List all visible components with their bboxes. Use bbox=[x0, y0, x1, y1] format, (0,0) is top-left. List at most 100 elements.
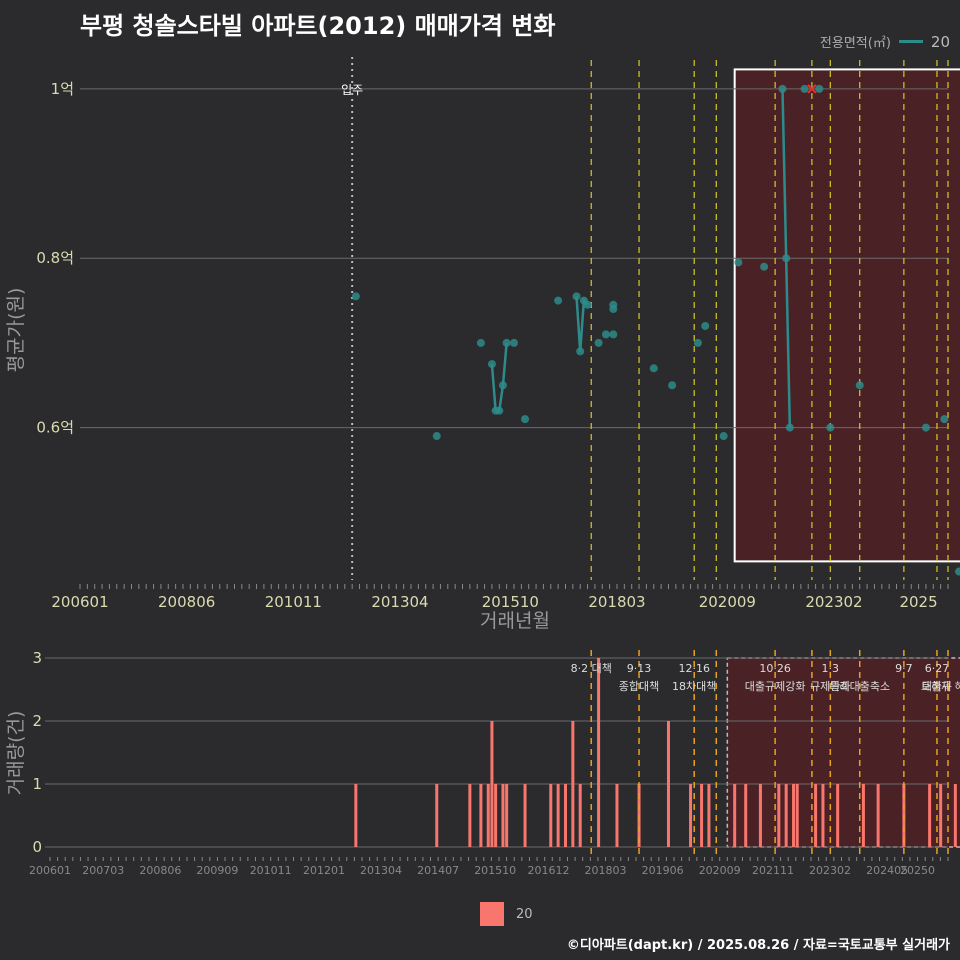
data-point bbox=[510, 338, 518, 347]
data-point bbox=[476, 338, 485, 347]
policy-label-name: 18차대책 bbox=[672, 680, 716, 693]
data-point bbox=[594, 338, 603, 347]
volume-bar bbox=[615, 784, 619, 847]
data-point bbox=[719, 432, 728, 441]
data-point bbox=[498, 381, 507, 390]
volume-bar bbox=[784, 784, 788, 847]
x-axis-title: 거래년월 bbox=[480, 610, 550, 632]
data-point bbox=[693, 338, 702, 347]
volume-bar bbox=[571, 721, 575, 847]
volume-bar bbox=[689, 784, 693, 847]
volume-bar bbox=[758, 784, 762, 847]
data-point bbox=[826, 423, 835, 432]
policy-label-name: 대출규제강화 bbox=[745, 680, 806, 693]
legend-bottom: 20 bbox=[480, 902, 533, 926]
volume-bar bbox=[795, 784, 799, 847]
volume-bar bbox=[494, 784, 498, 847]
y-tick-label: 0.6억 bbox=[36, 419, 74, 437]
data-point bbox=[782, 254, 791, 263]
y-axis-title: 평균가(원) bbox=[5, 288, 27, 373]
data-point bbox=[576, 347, 585, 356]
y-tick-label-bottom: 0 bbox=[32, 838, 42, 856]
data-point bbox=[487, 360, 496, 369]
legend-bar-swatch bbox=[480, 902, 504, 926]
x-tick-label-bottom: 202302 bbox=[809, 864, 851, 877]
volume-bar bbox=[939, 784, 943, 847]
x-tick-label-bottom: 201201 bbox=[303, 864, 345, 877]
series-line bbox=[490, 342, 508, 412]
data-point bbox=[495, 406, 504, 415]
data-point bbox=[815, 84, 824, 93]
data-point bbox=[785, 423, 794, 432]
footer-credit: ©디아파트(dapt.kr) / 2025.08.26 / 자료=국토교통부 실… bbox=[566, 938, 950, 953]
policy-label-date: 9·7 bbox=[895, 662, 913, 675]
volume-bar bbox=[468, 784, 472, 847]
legend-top-title: 전용면적(㎡) bbox=[819, 36, 891, 51]
volume-bar bbox=[700, 784, 704, 847]
data-point bbox=[351, 292, 360, 301]
data-point bbox=[800, 84, 809, 93]
policy-label-date: 12·16 bbox=[678, 662, 710, 675]
legend-bottom-series: 20 bbox=[516, 906, 533, 922]
x-tick-label-bottom: 201407 bbox=[417, 864, 459, 877]
data-point bbox=[734, 258, 743, 267]
volume-bar bbox=[744, 784, 748, 847]
y-tick-label-bottom: 1 bbox=[32, 775, 42, 793]
data-point bbox=[502, 338, 511, 347]
y-tick-label: 1억 bbox=[51, 80, 74, 98]
volume-bar bbox=[597, 658, 601, 847]
data-point bbox=[701, 321, 710, 330]
volume-bar bbox=[523, 784, 527, 847]
policy-label-name: 대출규 bbox=[922, 680, 952, 693]
volume-bar bbox=[821, 784, 825, 847]
policy-label-date: 9·13 bbox=[627, 662, 652, 675]
x-tick-label-bottom: 200601 bbox=[29, 864, 71, 877]
data-point bbox=[760, 262, 769, 271]
policy-label-date: 10·26 bbox=[759, 662, 791, 675]
x-tick-label-bottom: 201510 bbox=[474, 864, 516, 877]
y-tick-label-bottom: 2 bbox=[32, 712, 42, 730]
volume-bar bbox=[792, 784, 796, 847]
volume-bar bbox=[501, 784, 505, 847]
data-point bbox=[778, 84, 787, 93]
x-tick-label-bottom: 202405 bbox=[866, 864, 908, 877]
x-tick-label: 201510 bbox=[482, 593, 539, 611]
x-tick-label-bottom: 201011 bbox=[250, 864, 292, 877]
volume-bar bbox=[354, 784, 358, 847]
data-point bbox=[649, 364, 658, 373]
x-tick-label-bottom: 201304 bbox=[360, 864, 402, 877]
data-point bbox=[921, 423, 930, 432]
x-tick-label: 2025 bbox=[899, 593, 937, 611]
volume-bar bbox=[556, 784, 560, 847]
data-point bbox=[955, 567, 960, 576]
x-tick-label-bottom: 20250 bbox=[900, 864, 935, 877]
x-tick-label-bottom: 201906 bbox=[642, 864, 684, 877]
volume-bar bbox=[563, 784, 567, 847]
volume-bar bbox=[490, 721, 494, 847]
x-tick-label-bottom: 200703 bbox=[82, 864, 124, 877]
volume-bar bbox=[861, 784, 865, 847]
volume-bar bbox=[435, 784, 439, 847]
data-point bbox=[572, 292, 581, 301]
x-tick-label-bottom: 200806 bbox=[139, 864, 181, 877]
policy-label-name: 규제완화 bbox=[810, 680, 850, 693]
data-point bbox=[583, 300, 592, 309]
volume-bar bbox=[733, 784, 737, 847]
highlight-region-top bbox=[733, 68, 960, 563]
y-tick-label: 0.8억 bbox=[36, 249, 74, 267]
volume-bar bbox=[836, 784, 840, 847]
x-tick-label: 201011 bbox=[265, 593, 322, 611]
volume-bar bbox=[707, 784, 711, 847]
y-tick-label-bottom: 3 bbox=[32, 649, 42, 667]
policy-label-date: 1·3 bbox=[822, 662, 840, 675]
y-axis-title-bottom: 거래량(건) bbox=[5, 711, 27, 796]
red-x-marker bbox=[807, 84, 817, 94]
data-point bbox=[609, 330, 618, 339]
x-tick-label-bottom: 200909 bbox=[196, 864, 238, 877]
x-tick-label-bottom: 201612 bbox=[527, 864, 569, 877]
volume-bar bbox=[666, 721, 670, 847]
data-point bbox=[855, 381, 864, 390]
volume-bar bbox=[777, 784, 781, 847]
volume-bar bbox=[486, 784, 490, 847]
